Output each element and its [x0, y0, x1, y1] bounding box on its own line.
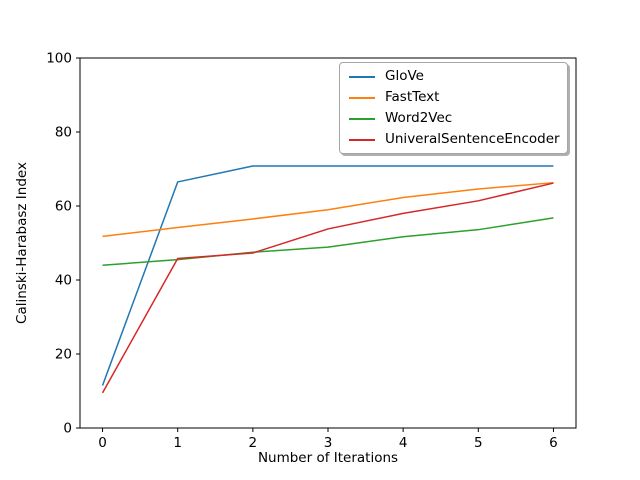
axes-frame [79, 57, 577, 429]
legend-label: Word2Vec [385, 109, 453, 126]
series-line-univeralsentenceencoder [101, 182, 554, 394]
x-axis-label: Number of Iterations [258, 450, 398, 466]
y-tick-label: 0 [63, 421, 72, 437]
y-axis-label: Calinski-Harabasz Index [14, 162, 30, 324]
y-tick-label: 20 [55, 347, 72, 363]
series-line-fasttext [102, 181, 554, 238]
x-tick-label: 6 [549, 435, 558, 451]
series-line-glove [101, 165, 554, 386]
legend-label: GloVe [385, 67, 424, 84]
y-tick-label: 80 [55, 125, 72, 141]
y-tick-label: 60 [55, 199, 72, 215]
y-tick-label: 40 [55, 273, 72, 289]
x-tick-label: 0 [98, 435, 107, 451]
x-tick-label: 3 [324, 435, 333, 451]
legend-label: FastText [385, 88, 440, 105]
legend-item: Word2Vec [349, 108, 558, 129]
x-tick-label: 5 [474, 435, 483, 451]
legend-line-sample [349, 117, 375, 120]
legend-line-sample [349, 138, 375, 141]
legend: GloVe FastText Word2Vec UniveralSentence… [339, 62, 568, 154]
y-tick-label: 100 [46, 51, 72, 67]
legend-item: GloVe [349, 66, 558, 87]
legend-line-sample [349, 75, 375, 78]
legend-item: UniveralSentenceEncoder [349, 129, 560, 150]
legend-label: UniveralSentenceEncoder [385, 130, 560, 147]
series-line-word2vec [102, 217, 554, 266]
legend-item: FastText [349, 87, 558, 108]
legend-line-sample [349, 96, 375, 99]
x-tick-label: 4 [399, 435, 408, 451]
x-tick-label: 1 [173, 435, 182, 451]
x-tick-label: 2 [249, 435, 258, 451]
